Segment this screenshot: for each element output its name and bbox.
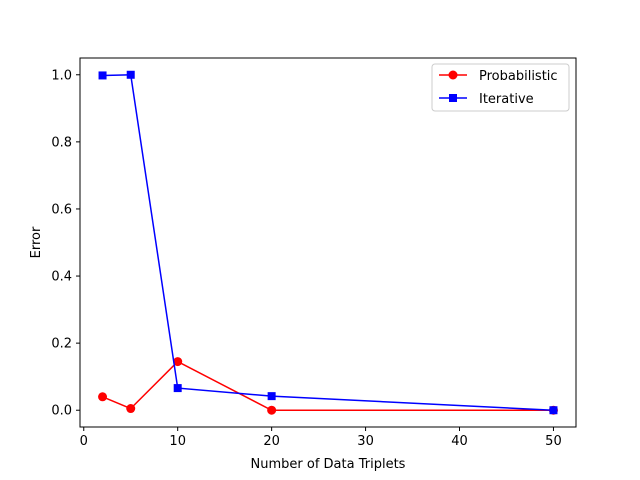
data-point-iterative bbox=[98, 71, 107, 80]
data-point-probabilistic bbox=[267, 405, 277, 415]
legend-marker-probabilistic bbox=[448, 70, 458, 80]
plot-background bbox=[80, 58, 576, 427]
x-tick-label: 40 bbox=[451, 434, 468, 449]
x-tick-label: 0 bbox=[80, 434, 88, 449]
legend-label-probabilistic: Probabilistic bbox=[479, 69, 558, 84]
x-tick-label: 30 bbox=[357, 434, 374, 449]
series-layer bbox=[98, 70, 558, 415]
x-tick-label: 10 bbox=[169, 434, 186, 449]
x-tick-label: 50 bbox=[545, 434, 562, 449]
data-point-iterative bbox=[126, 70, 135, 79]
plot-frame bbox=[79, 57, 577, 428]
legend-marker-iterative bbox=[449, 94, 457, 102]
data-point-probabilistic bbox=[98, 392, 108, 402]
legend: Probabilistic Iterative bbox=[431, 63, 570, 112]
data-point-probabilistic bbox=[126, 404, 136, 414]
legend-label-iterative: Iterative bbox=[479, 92, 534, 107]
y-axis-label: Error bbox=[29, 226, 44, 258]
ticks-layer: 0 10 20 30 40 50 0.0 0.2 0.4 0.6 0.8 1.0 bbox=[51, 68, 561, 449]
data-point-iterative bbox=[549, 406, 558, 415]
data-point-iterative bbox=[173, 384, 182, 393]
y-tick-label: 0.2 bbox=[51, 337, 72, 352]
y-tick-label: 0.6 bbox=[51, 202, 72, 217]
data-point-probabilistic bbox=[173, 357, 183, 367]
y-tick-label: 0.0 bbox=[51, 404, 72, 419]
x-tick-label: 20 bbox=[263, 434, 280, 449]
y-tick-label: 1.0 bbox=[51, 68, 72, 83]
y-tick-label: 0.4 bbox=[51, 270, 72, 285]
y-tick-label: 0.8 bbox=[51, 135, 72, 150]
x-axis-label: Number of Data Triplets bbox=[251, 457, 406, 472]
data-point-iterative bbox=[267, 392, 276, 401]
